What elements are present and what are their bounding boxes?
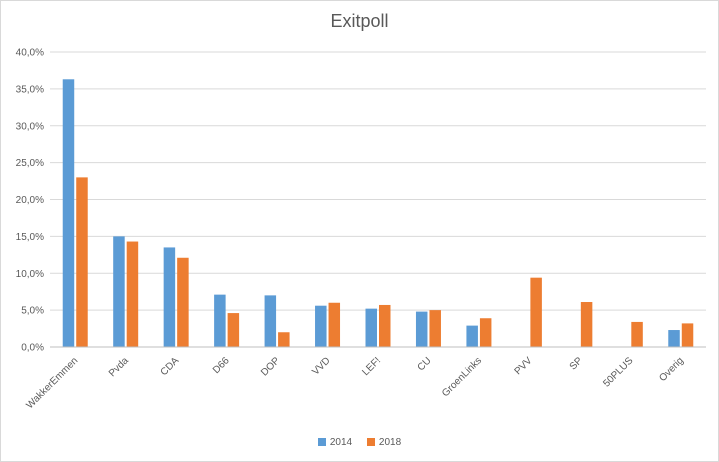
x-tick-label: CU	[416, 355, 434, 373]
y-tick-label: 15,0%	[16, 232, 44, 243]
legend: 2014 2018	[1, 437, 718, 448]
bar-2018	[479, 318, 492, 347]
bar-2018	[76, 177, 88, 347]
x-tick-label: LEF!	[360, 355, 383, 378]
chart-title: Exitpoll	[330, 11, 389, 31]
bar-2018	[429, 310, 441, 347]
bar-2018	[530, 277, 542, 347]
legend-item-2018: 2018	[366, 437, 402, 448]
bar-2018	[126, 241, 139, 347]
legend-swatch-2014	[317, 438, 326, 446]
bar-2018	[580, 302, 593, 347]
bar-2014	[668, 330, 680, 347]
bar-2014	[365, 308, 377, 347]
bar-2018	[681, 323, 694, 347]
x-tick-label: VVD	[310, 355, 332, 377]
legend-label-2014: 2014	[329, 437, 353, 448]
bar-2018	[328, 302, 341, 347]
legend-swatch-2018	[366, 438, 375, 446]
y-tick-label: 25,0%	[16, 158, 44, 169]
x-tick-label: Pvda	[107, 355, 131, 379]
bar-2018	[177, 257, 189, 347]
x-tick-label: D66	[211, 355, 232, 376]
bar-2014	[264, 295, 277, 347]
x-tick-label: CDA	[159, 355, 182, 378]
y-tick-label: 35,0%	[16, 84, 44, 95]
x-tick-label: GroenLinks	[440, 355, 484, 399]
bar-2014	[466, 325, 478, 347]
bar-2018	[278, 332, 290, 347]
x-tick-label: WakkerEmmen	[25, 355, 81, 411]
x-tick-label: 50PLUS	[601, 355, 635, 389]
bar-2018	[631, 321, 643, 347]
bar-2018	[227, 313, 240, 347]
bar-2014	[315, 305, 327, 347]
y-tick-label: 10,0%	[16, 269, 44, 280]
y-tick-label: 5,0%	[21, 306, 44, 317]
y-tick-label: 40,0%	[16, 48, 44, 59]
bar-2018	[379, 304, 391, 347]
y-tick-label: 0,0%	[21, 343, 44, 354]
x-tick-label: SP	[568, 355, 585, 372]
bar-2014	[62, 79, 75, 347]
bar-2014	[113, 236, 125, 347]
bar-2014	[415, 311, 428, 347]
bar-2014	[214, 294, 226, 347]
y-tick-label: 20,0%	[16, 195, 44, 206]
y-tick-label: 30,0%	[16, 121, 44, 132]
bar-2014	[163, 247, 176, 347]
x-tick-label: DOP	[259, 355, 282, 378]
x-tick-label: Overig	[657, 355, 686, 384]
x-tick-label: PVV	[513, 355, 535, 377]
legend-label-2018: 2018	[378, 437, 402, 448]
legend-item-2014: 2014	[317, 437, 353, 448]
